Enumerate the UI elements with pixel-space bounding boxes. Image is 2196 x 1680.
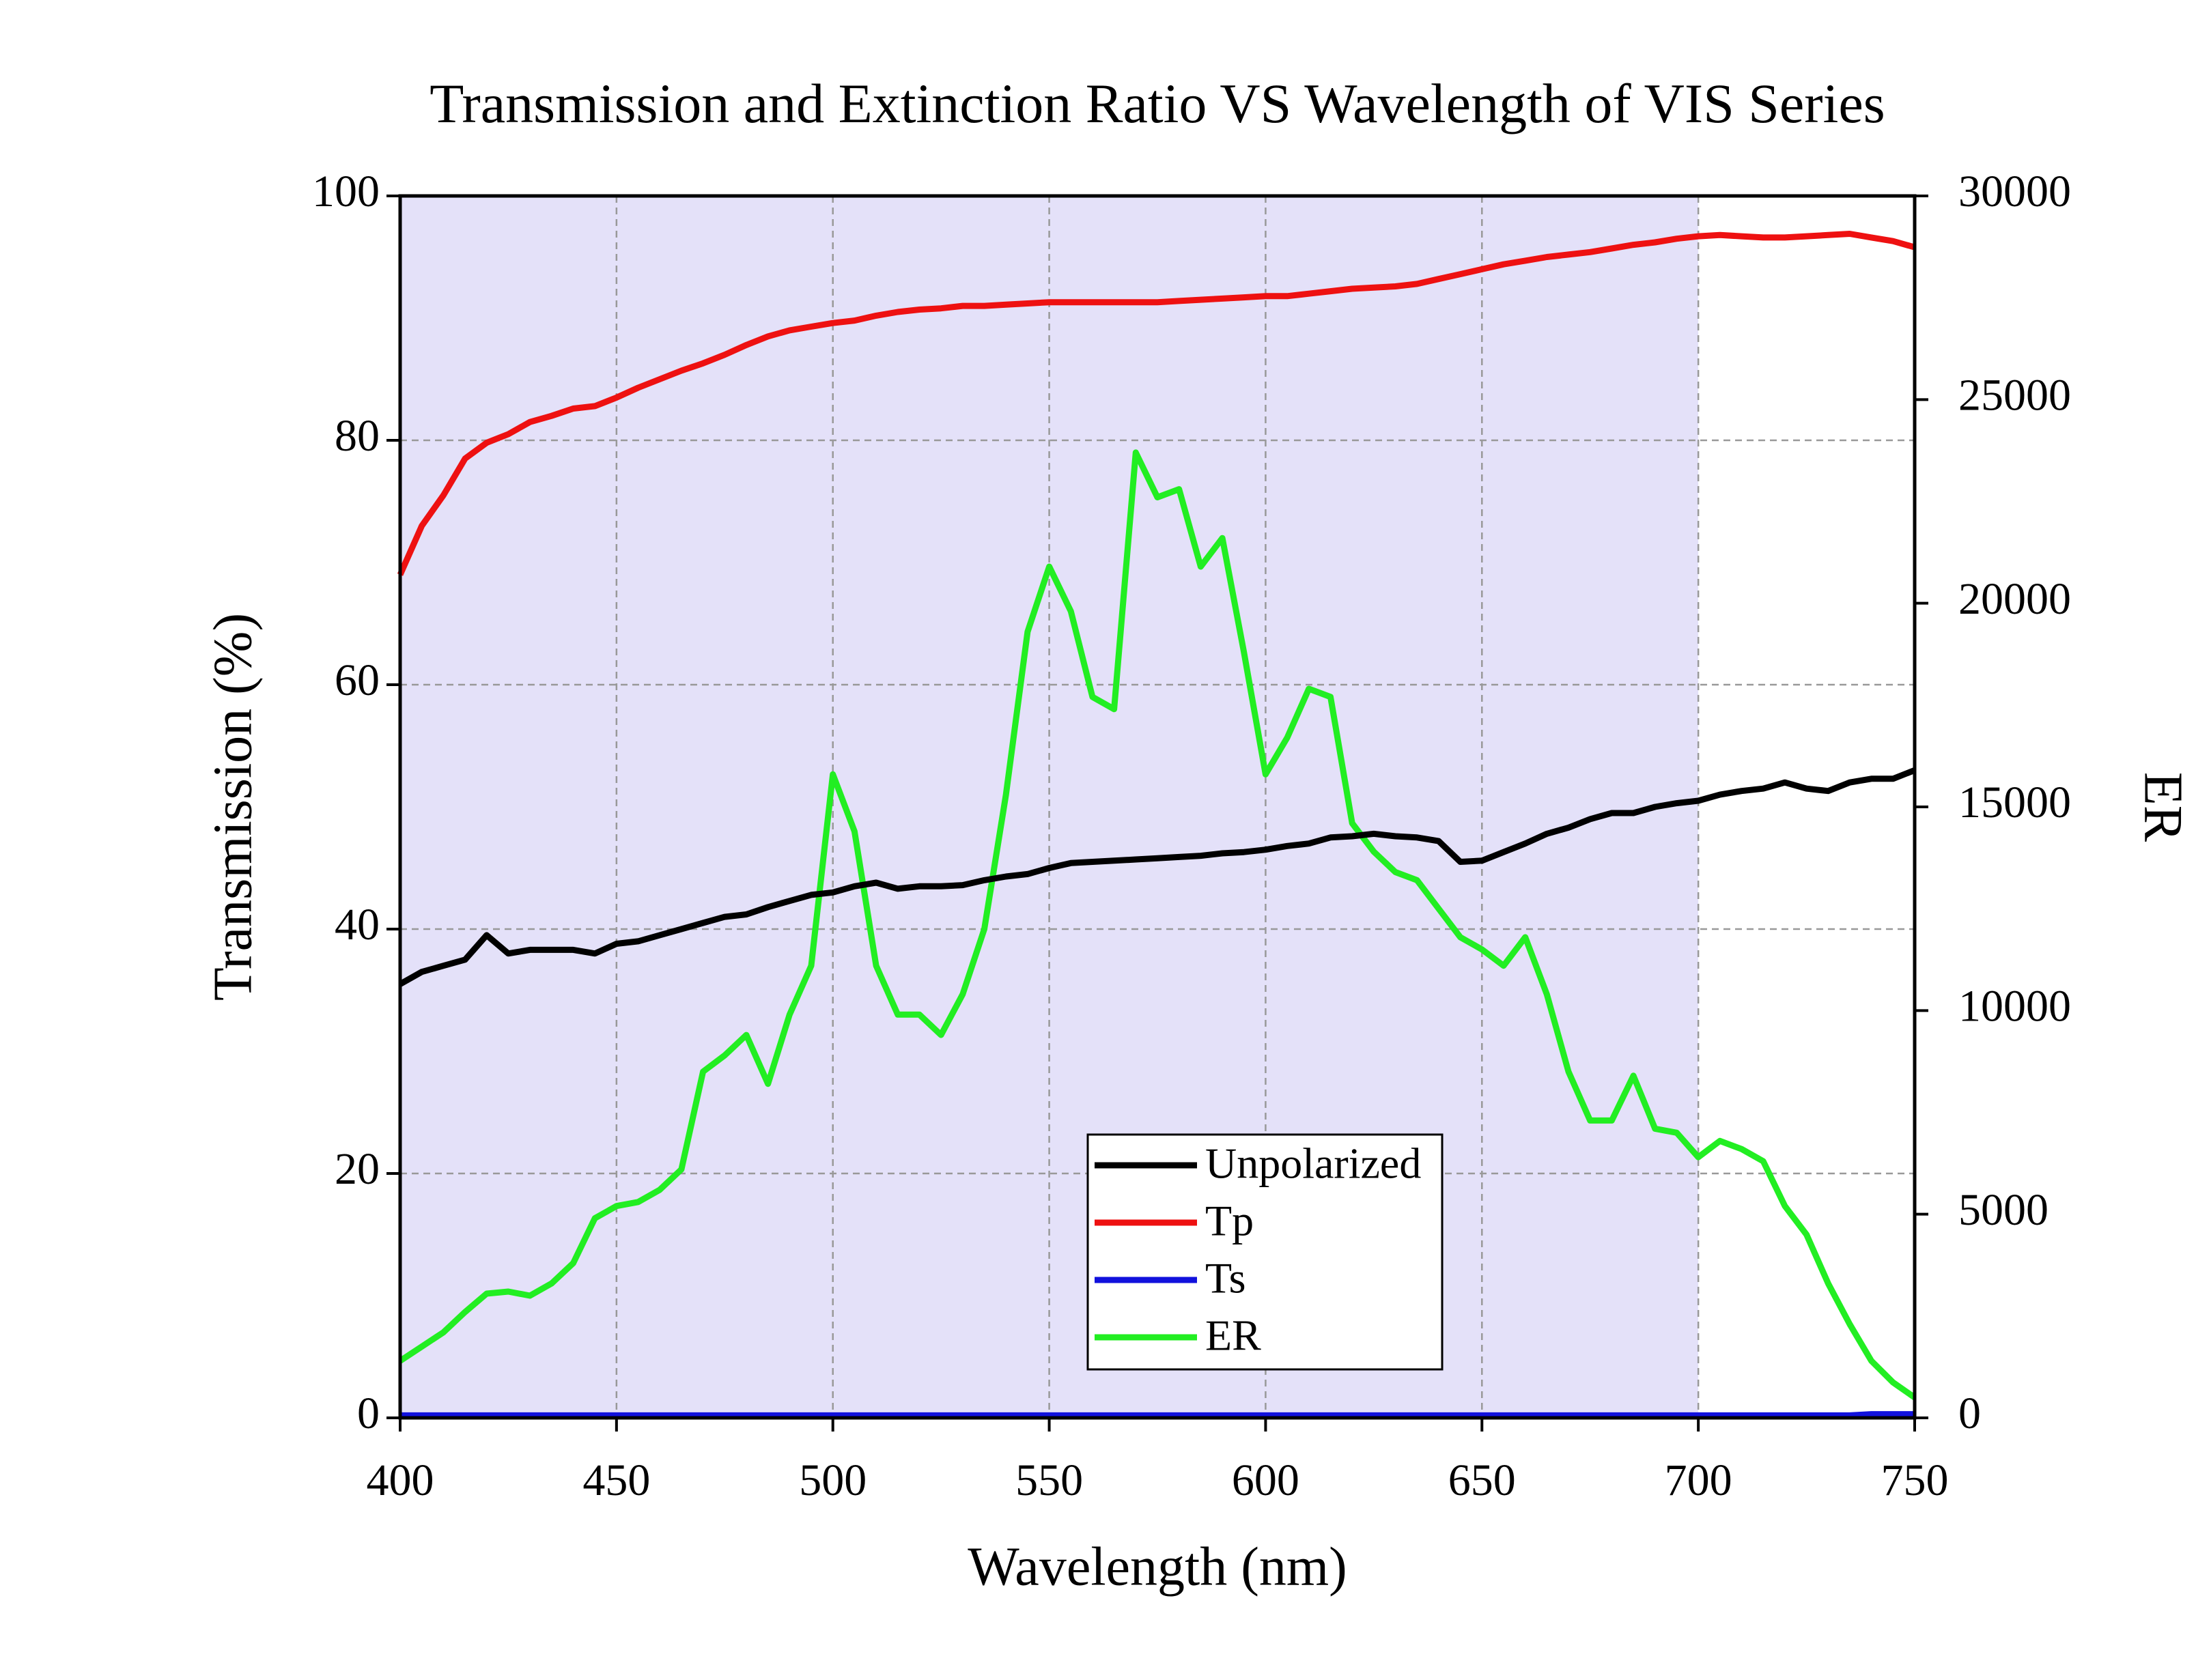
x-tick-label: 500 (799, 1455, 867, 1505)
y2-tick-label: 0 (1958, 1389, 1981, 1438)
legend-label: Unpolarized (1205, 1139, 1421, 1188)
y-tick-label: 40 (335, 900, 380, 950)
y2-tick-label: 15000 (1958, 778, 2071, 827)
series-line (398, 449, 1917, 1400)
legend-label: Ts (1205, 1254, 1246, 1302)
x-axis-label: Wavelength (nm) (968, 1537, 1347, 1597)
legend-label: Tp (1205, 1197, 1254, 1245)
series-line (398, 767, 1916, 987)
y-tick-label: 0 (357, 1389, 380, 1438)
y-tick-label: 60 (335, 655, 380, 705)
y2-tick-label: 5000 (1958, 1185, 2049, 1235)
x-tick-label: 650 (1448, 1455, 1516, 1505)
x-tick-label: 400 (367, 1455, 434, 1505)
series-line (400, 1411, 1915, 1419)
y2-axis-label: ER (2133, 772, 2193, 842)
y2-tick-label: 20000 (1958, 574, 2071, 624)
series-line (397, 231, 1916, 576)
y2-tick-label: 30000 (1958, 167, 2071, 216)
y2-tick-label: 25000 (1958, 370, 2071, 420)
plot-frame (398, 194, 1917, 1420)
y-tick-label: 20 (335, 1144, 380, 1194)
y-axis-label: Transmission (%) (203, 613, 263, 1001)
chart-title: Transmission and Extinction Ratio VS Wav… (430, 72, 1885, 134)
x-tick-label: 550 (1015, 1455, 1083, 1505)
x-tick-label: 450 (582, 1455, 650, 1505)
y2-tick-label: 10000 (1958, 981, 2071, 1031)
legend-label: ER (1205, 1311, 1261, 1360)
x-tick-label: 750 (1881, 1455, 1949, 1505)
legend-box (1086, 1133, 1444, 1371)
y-tick-label: 100 (312, 167, 380, 216)
x-tick-label: 700 (1665, 1455, 1732, 1505)
x-tick-label: 600 (1232, 1455, 1299, 1505)
y-tick-label: 80 (335, 411, 380, 461)
